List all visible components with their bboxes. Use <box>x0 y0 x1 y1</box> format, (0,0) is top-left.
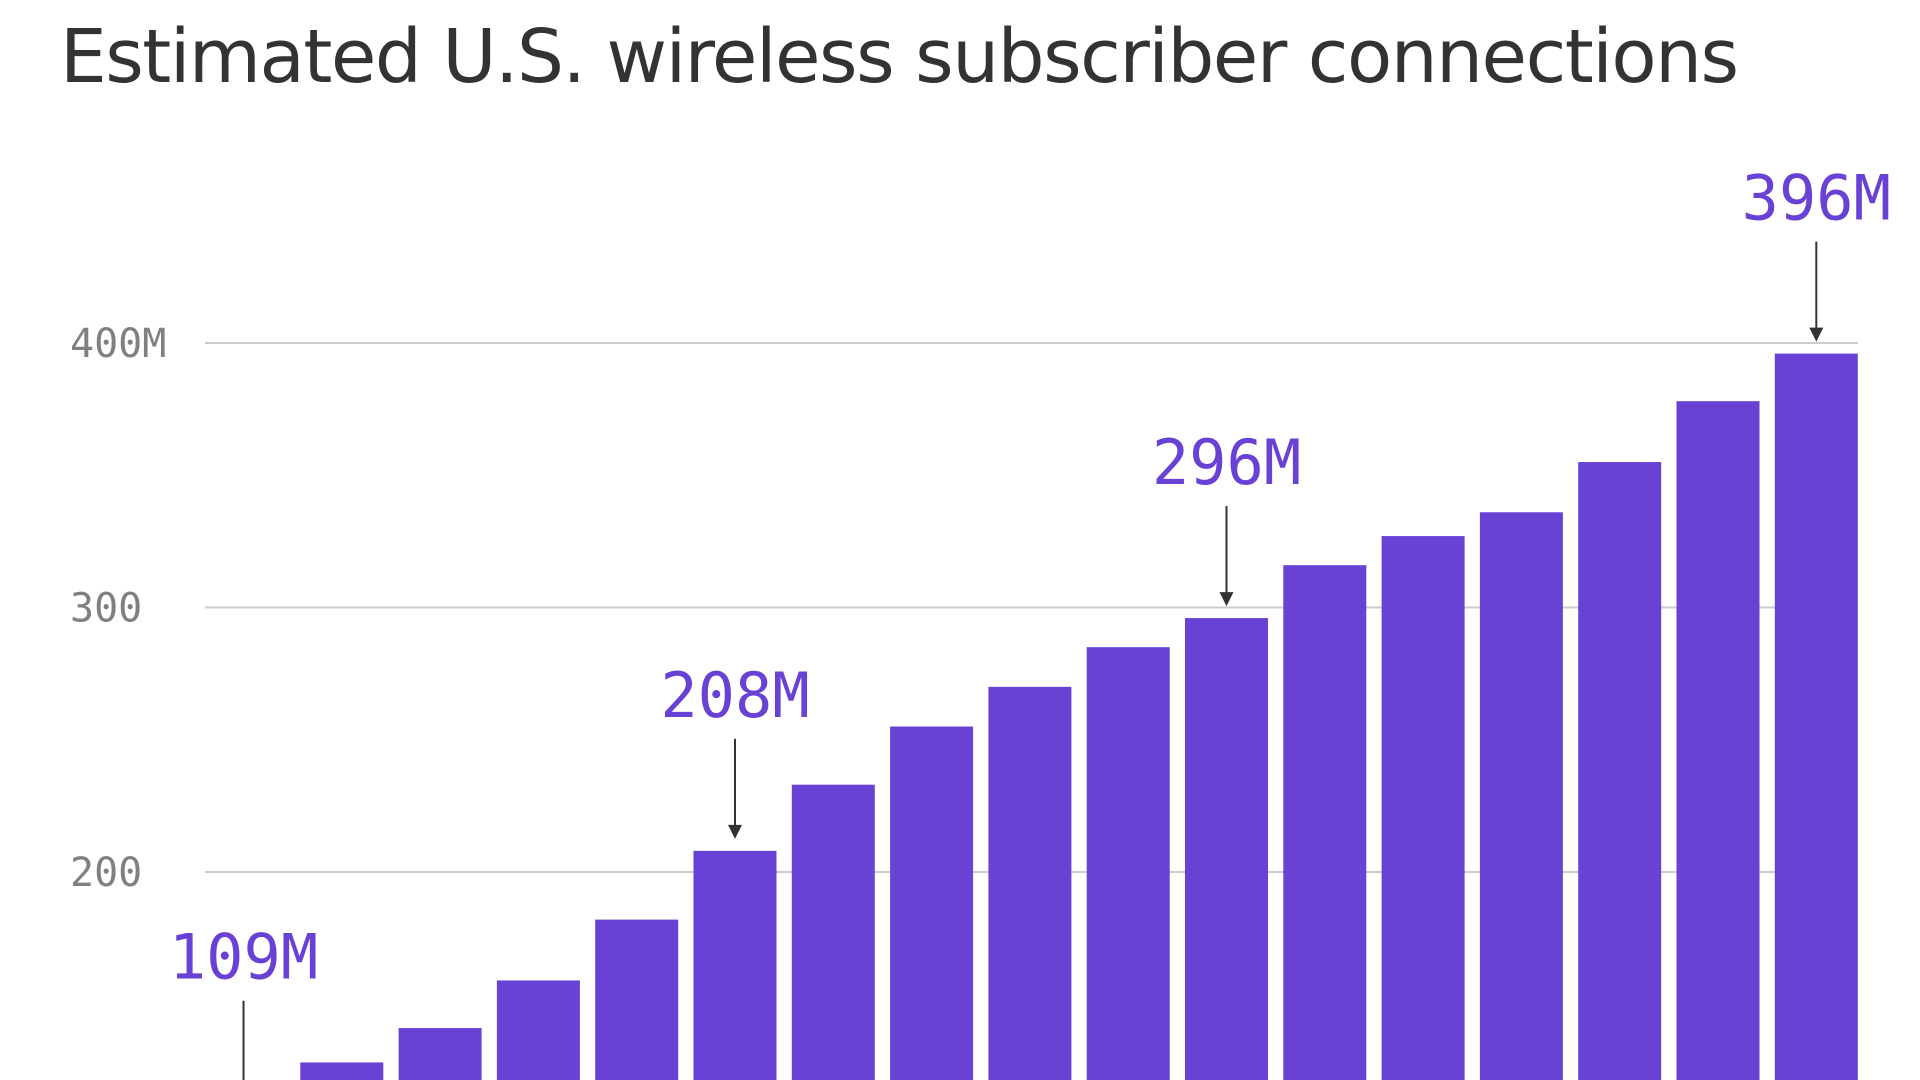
annotation-208M: 208M <box>660 659 810 839</box>
bar-14 <box>1479 512 1563 1080</box>
bar-12 <box>1283 565 1367 1080</box>
bar-3 <box>398 1028 482 1080</box>
y-tick-label-400: 400M <box>70 321 166 367</box>
bar-13 <box>1381 536 1465 1080</box>
annotation-396M: 396M <box>1742 162 1891 342</box>
annotations: 109M 208M 296M 396M <box>169 162 1891 1080</box>
bar-9 <box>988 686 1072 1080</box>
annotation-arrow-head <box>1219 592 1234 607</box>
data-label-396M: 396M <box>1742 162 1891 235</box>
data-label-296M: 296M <box>1152 426 1301 499</box>
bar-11 <box>1185 618 1268 1080</box>
bar-8 <box>890 726 974 1080</box>
bar-6 <box>693 850 777 1080</box>
annotation-109M: 109M <box>169 921 318 1080</box>
annotation-arrow-head <box>728 824 742 839</box>
bar-16 <box>1676 401 1760 1080</box>
y-tick-label-200: 200 <box>70 850 142 896</box>
bar-4 <box>496 980 580 1080</box>
bars <box>300 353 1858 1080</box>
bar-15 <box>1578 462 1662 1080</box>
y-tick-label-300: 300 <box>70 586 142 632</box>
bar-10 <box>1086 647 1170 1080</box>
annotation-arrow-head <box>1809 327 1824 342</box>
bar-5 <box>595 919 679 1080</box>
annotation-296M: 296M <box>1152 426 1301 607</box>
data-label-109M: 109M <box>169 921 318 994</box>
bar-2 <box>300 1062 384 1080</box>
y-axis-ticks: 200 300 400M <box>70 321 166 896</box>
bar-17 <box>1774 353 1858 1080</box>
data-label-208M: 208M <box>660 659 809 732</box>
bar-7 <box>791 784 875 1080</box>
chart-title: Estimated U.S. wireless subscriber conne… <box>60 14 1739 100</box>
